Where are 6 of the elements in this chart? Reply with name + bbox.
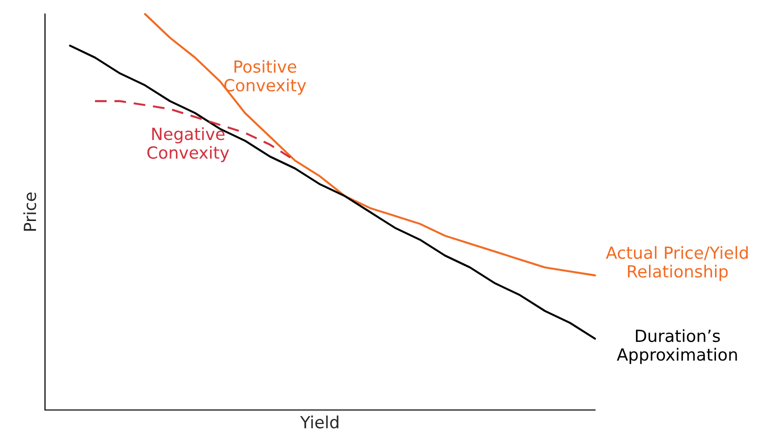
series-label: Actual Price/Yield Relationship bbox=[606, 246, 748, 281]
y-axis-title: Price bbox=[23, 192, 36, 231]
series-label: Duration’s Approximation bbox=[616, 329, 737, 364]
annotation: Positive Convexity bbox=[224, 60, 306, 95]
x-axis-title: Yield bbox=[300, 416, 338, 428]
series-label: Negative Convexity bbox=[147, 127, 230, 162]
